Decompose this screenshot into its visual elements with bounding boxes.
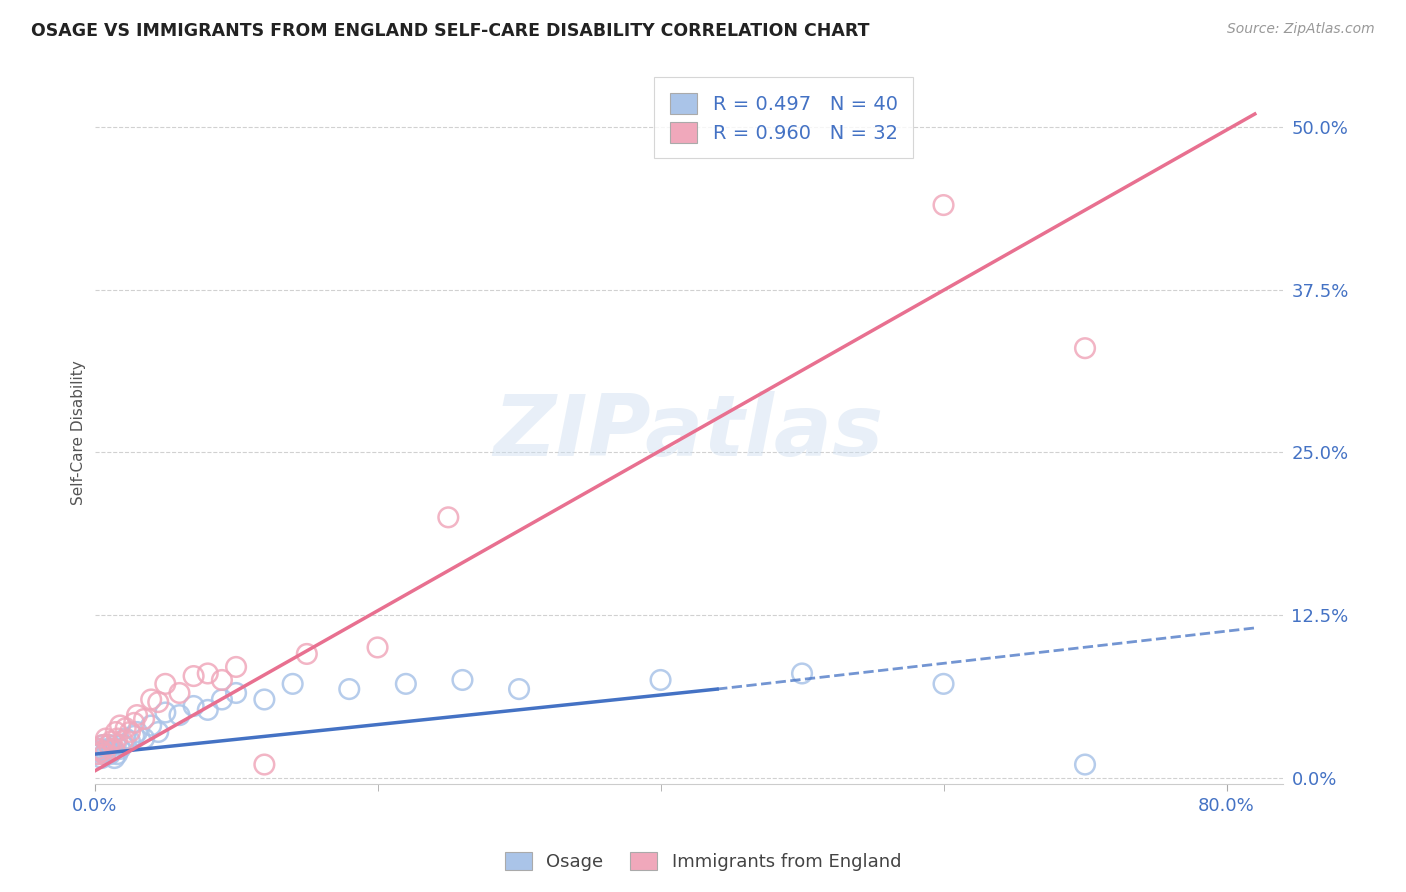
Point — [225, 660, 247, 674]
Point — [148, 695, 170, 709]
Point — [211, 692, 233, 706]
Point — [86, 745, 108, 759]
Point — [101, 742, 124, 756]
Point — [451, 673, 474, 687]
Legend: Osage, Immigrants from England: Osage, Immigrants from England — [498, 845, 908, 879]
Point — [395, 677, 418, 691]
Point — [91, 738, 114, 752]
Point — [104, 725, 127, 739]
Point — [100, 745, 122, 759]
Point — [211, 673, 233, 687]
Point — [114, 731, 136, 746]
Point — [253, 692, 276, 706]
Point — [148, 725, 170, 739]
Point — [253, 757, 276, 772]
Point — [183, 669, 205, 683]
Point — [1074, 341, 1097, 355]
Point — [367, 640, 389, 655]
Point — [111, 738, 134, 752]
Point — [104, 738, 127, 752]
Point — [86, 747, 108, 761]
Point — [97, 738, 120, 752]
Text: OSAGE VS IMMIGRANTS FROM ENGLAND SELF-CARE DISABILITY CORRELATION CHART: OSAGE VS IMMIGRANTS FROM ENGLAND SELF-CA… — [31, 22, 869, 40]
Point — [105, 731, 128, 746]
Point — [98, 747, 121, 761]
Point — [437, 510, 460, 524]
Point — [103, 751, 125, 765]
Point — [122, 715, 145, 730]
Point — [132, 731, 155, 746]
Point — [94, 745, 117, 759]
Legend: R = 0.497   N = 40, R = 0.960   N = 32: R = 0.497 N = 40, R = 0.960 N = 32 — [654, 77, 914, 159]
Point — [87, 742, 110, 756]
Point — [90, 745, 112, 759]
Point — [155, 677, 177, 691]
Point — [169, 708, 191, 723]
Point — [97, 738, 120, 752]
Point — [295, 647, 318, 661]
Point — [108, 742, 131, 756]
Point — [790, 666, 813, 681]
Point — [103, 742, 125, 756]
Text: Source: ZipAtlas.com: Source: ZipAtlas.com — [1227, 22, 1375, 37]
Point — [281, 677, 304, 691]
Point — [105, 747, 128, 761]
Point — [337, 682, 360, 697]
Point — [650, 673, 672, 687]
Point — [93, 747, 115, 761]
Point — [96, 742, 118, 756]
Point — [125, 725, 148, 739]
Point — [197, 703, 219, 717]
Point — [932, 198, 955, 212]
Point — [197, 666, 219, 681]
Text: ZIPatlas: ZIPatlas — [494, 392, 884, 475]
Point — [125, 708, 148, 723]
Point — [141, 718, 163, 732]
Point — [90, 751, 112, 765]
Point — [108, 718, 131, 732]
Point — [932, 677, 955, 691]
Point — [141, 692, 163, 706]
Point — [155, 706, 177, 720]
Point — [1074, 757, 1097, 772]
Point — [183, 698, 205, 713]
Point — [100, 734, 122, 748]
Point — [132, 712, 155, 726]
Point — [122, 729, 145, 743]
Point — [91, 738, 114, 752]
Point — [87, 747, 110, 761]
Point — [93, 747, 115, 761]
Point — [114, 721, 136, 735]
Point — [169, 686, 191, 700]
Y-axis label: Self-Care Disability: Self-Care Disability — [72, 360, 86, 505]
Point — [111, 734, 134, 748]
Point — [89, 742, 111, 756]
Point — [118, 725, 141, 739]
Point — [94, 731, 117, 746]
Point — [118, 734, 141, 748]
Point — [225, 686, 247, 700]
Point — [508, 682, 530, 697]
